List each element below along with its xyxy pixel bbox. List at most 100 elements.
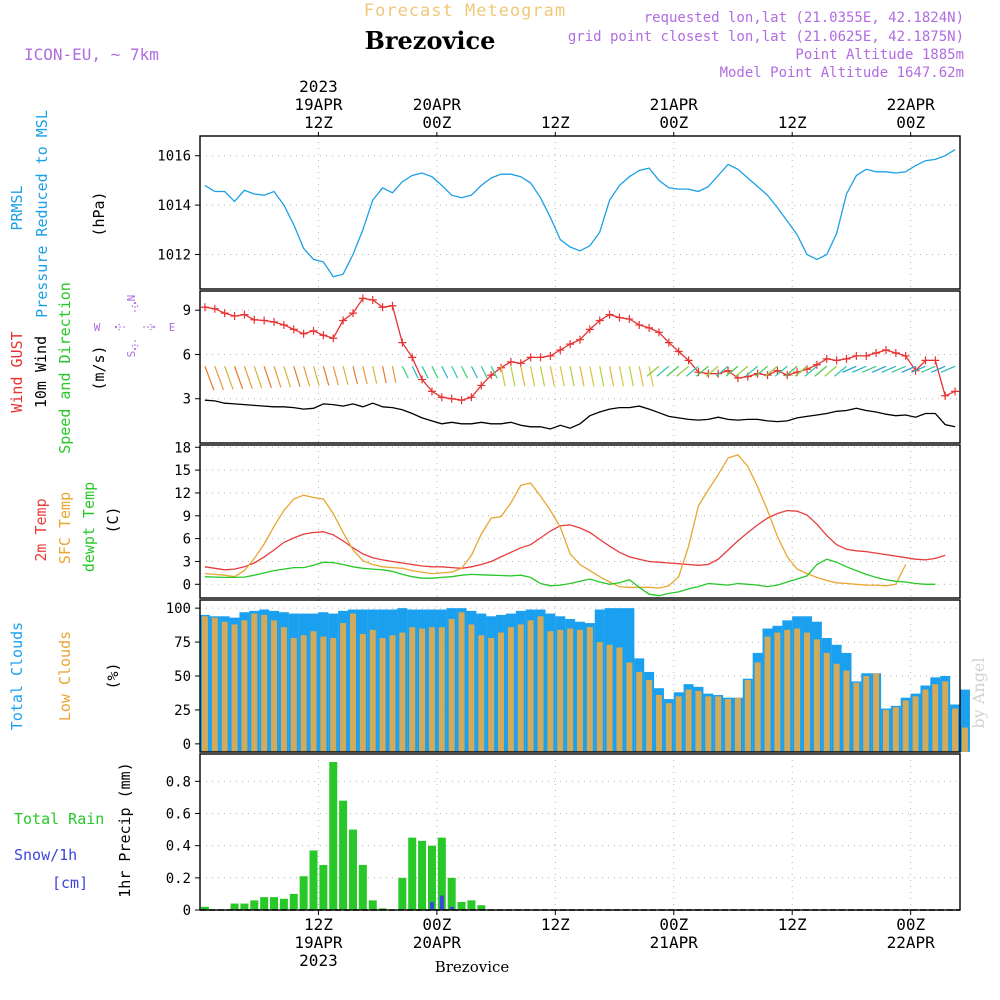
gust-marker (951, 387, 960, 396)
precipitation-frame (199, 753, 961, 911)
wind-direction-arrow (480, 365, 488, 379)
gust-marker (733, 374, 742, 383)
low-clouds-bar (271, 620, 278, 752)
wind-direction-arrow (224, 366, 234, 390)
time-label: 00Z (659, 915, 688, 934)
gust-marker (240, 310, 249, 319)
rain-bar (477, 905, 486, 910)
gust-marker (309, 326, 318, 335)
time-label: 19APR (294, 933, 343, 952)
wind-direction-arrow (618, 366, 625, 387)
total-clouds-label: Total Clouds (8, 622, 26, 730)
wind-direction-arrow (834, 365, 847, 377)
wind-direction-arrow (648, 366, 654, 387)
gust-marker (230, 312, 239, 321)
temperature-ytick-label: 6 (183, 532, 191, 548)
gust-marker (418, 375, 427, 384)
gust-marker (526, 353, 535, 362)
temperature-ytick-label: 9 (183, 509, 191, 525)
gust-marker (921, 356, 930, 365)
compass-south: S (125, 351, 138, 358)
grid-point-coords: grid point closest lon,lat (21.0625E, 42… (568, 29, 964, 45)
wind-direction-arrow (490, 365, 498, 379)
temp-unit: (C) (104, 506, 122, 533)
gust-marker (625, 315, 634, 324)
low-clouds-bar (626, 662, 633, 752)
rain-bar (230, 903, 239, 910)
wind-direction-arrow (656, 365, 670, 377)
low-clouds-bar (932, 684, 939, 752)
wind-direction-arrow (715, 365, 729, 377)
gust-marker (270, 317, 279, 326)
time-label: 21APR (650, 933, 699, 952)
gust-marker (299, 329, 308, 338)
gust-marker (289, 325, 298, 334)
low-clouds-bar (596, 642, 603, 752)
gust-marker (595, 316, 604, 325)
wind-direction-arrow (283, 366, 292, 388)
gust-marker (516, 359, 525, 368)
wind-direction-arrow (461, 365, 469, 379)
rain-bar (260, 897, 269, 910)
low-clouds-bar (695, 690, 702, 752)
low-clouds-bar (369, 629, 376, 752)
low-clouds-bar (517, 624, 524, 752)
wind-direction-arrow (243, 366, 253, 389)
low-clouds-bar (359, 633, 366, 752)
wind-direction-arrow (500, 366, 506, 387)
temperature-ytick-label: 18 (174, 440, 191, 456)
low-clouds-bar (389, 635, 396, 752)
wind-direction-arrow (520, 366, 526, 387)
wind-direction-arrow (871, 365, 887, 373)
gust-marker (862, 351, 871, 360)
low-clouds-bar (853, 682, 860, 752)
temp-sfc-label: SFC Temp (56, 492, 74, 564)
wind-direction-arrow (342, 366, 349, 385)
temperature-ytick-label: 0 (183, 577, 191, 593)
wind-direction-arrow (441, 365, 449, 379)
wind-direction-arrow (273, 366, 282, 388)
low-clouds-bar (310, 631, 317, 752)
compass-legend: N W E S (94, 295, 176, 358)
wind-direction-arrow (784, 365, 798, 377)
rain-bar (250, 900, 259, 910)
gust-marker (872, 348, 881, 357)
wind-direction-arrow (861, 365, 877, 373)
low-clouds-bar (813, 639, 820, 752)
rain-bar (378, 908, 387, 910)
wind-direction-arrow (676, 365, 689, 377)
gust-marker (635, 320, 644, 329)
precipitation-ytick-label: 0.8 (166, 774, 191, 790)
time-label: 2023 (299, 77, 338, 96)
rain-bar (339, 800, 348, 910)
clouds-ytick-label: 100 (166, 601, 191, 617)
pressure-series-line (204, 149, 956, 278)
time-label: 12Z (778, 915, 807, 934)
gust-marker (368, 295, 377, 304)
wind-speed-dir-label: Speed and Direction (56, 282, 74, 454)
gust-marker (605, 310, 614, 319)
wind-direction-arrow (322, 366, 330, 386)
temperature-panel: 0 3 6 9 12 15 18 (174, 440, 961, 599)
temperature-frame (199, 444, 961, 599)
low-clouds-bar (290, 638, 297, 752)
wind-direction-arrow (303, 366, 311, 387)
snow-bar (439, 895, 444, 910)
low-clouds-bar (823, 652, 830, 752)
gust-marker (388, 301, 397, 310)
wind-direction-arrow (411, 365, 419, 379)
gust-marker (220, 309, 229, 318)
wind-direction-arrow (814, 365, 828, 377)
precipitation-panel: 0 0.2 0.4 0.6 0.8 (166, 753, 961, 919)
low-clouds-bar (942, 681, 949, 752)
gust-marker (852, 351, 861, 360)
wind-direction-arrow (470, 365, 478, 379)
location-title: Brezovice (365, 26, 496, 55)
clouds-unit: (%) (104, 662, 122, 689)
gust-marker (941, 391, 950, 400)
pressure-label-prmsl: PRMSL (8, 185, 26, 230)
time-label: 2023 (299, 951, 338, 970)
rain-bar (457, 901, 466, 910)
low-clouds-bar (804, 632, 811, 752)
